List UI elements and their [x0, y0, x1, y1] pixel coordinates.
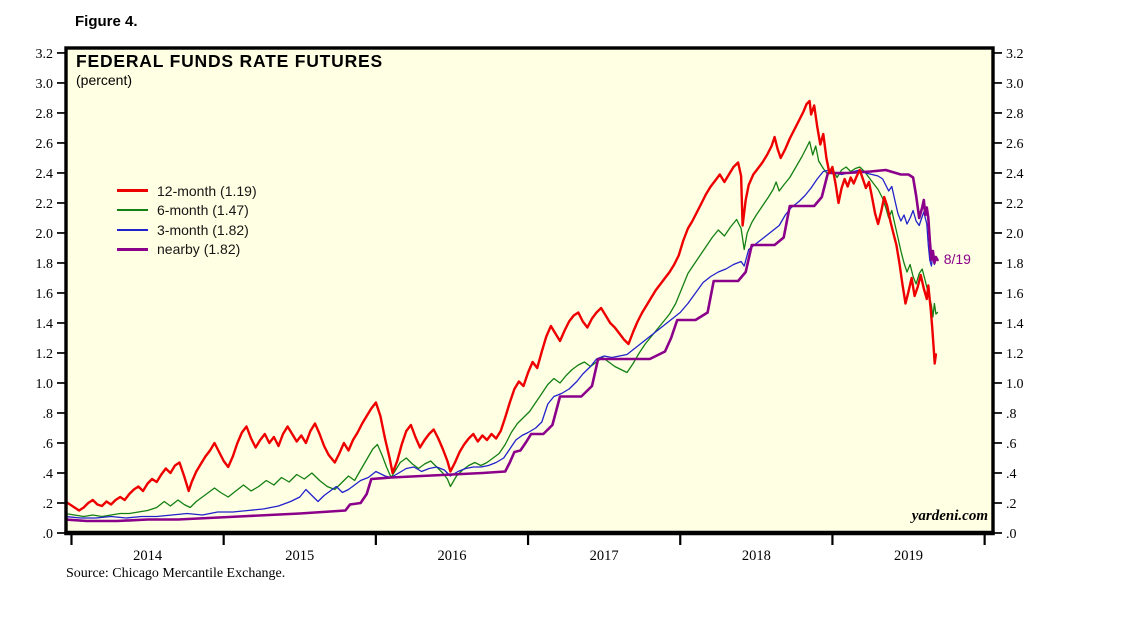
y-tick-label-right: .0 — [1006, 527, 1017, 542]
y-tick-label-left: 2.2 — [36, 197, 54, 212]
legend-label: nearby (1.82) — [157, 241, 241, 258]
y-tick-label-left: 1.4 — [36, 317, 54, 332]
y-tick-label-left: 1.2 — [36, 347, 54, 362]
legend-swatch-3-month — [117, 228, 148, 231]
y-tick-label-left: .2 — [43, 497, 54, 512]
y-tick-label-left: 2.6 — [36, 137, 54, 152]
x-tick-label: 2017 — [590, 548, 619, 564]
legend-swatch-12-month — [117, 189, 148, 193]
legend-item-6-month: 6-month (1.47) — [117, 201, 257, 221]
y-tick-label-right: 3.0 — [1006, 77, 1024, 92]
y-tick-label-left: 1.8 — [36, 257, 54, 272]
y-tick-label-left: 1.6 — [36, 287, 54, 302]
series-line-nearby — [66, 168, 939, 523]
legend-item-3-month: 3-month (1.82) — [117, 220, 257, 240]
y-tick-label-right: 1.0 — [1006, 377, 1024, 392]
y-tick-label-right: .2 — [1006, 497, 1017, 512]
legend-label: 6-month (1.47) — [157, 202, 249, 219]
y-tick-label-right: .4 — [1006, 467, 1017, 482]
x-tick-label: 2019 — [894, 548, 923, 564]
y-tick-label-right: .8 — [1006, 407, 1017, 422]
chart-title: FEDERAL FUNDS RATE FUTURES — [76, 51, 383, 71]
legend-label: 3-month (1.82) — [157, 221, 249, 238]
chart-subtitle: (percent) — [76, 72, 133, 88]
x-tick-label: 2014 — [133, 548, 163, 564]
y-tick-label-left: .6 — [43, 437, 54, 452]
source-note: Source: Chicago Mercantile Exchange. — [66, 566, 286, 581]
y-tick-label-right: 1.6 — [1006, 287, 1024, 302]
legend-item-nearby: nearby (1.82) — [117, 240, 257, 260]
y-tick-label-right: 1.8 — [1006, 257, 1024, 272]
x-tick-label: 2015 — [285, 548, 314, 564]
legend-swatch-6-month — [117, 209, 148, 212]
chart-legend: 12-month (1.19) 6-month (1.47) 3-month (… — [117, 181, 257, 259]
y-tick-label-right: 1.2 — [1006, 347, 1024, 362]
y-tick-label-left: 2.0 — [36, 227, 54, 242]
watermark-yardeni: yardeni.com — [911, 508, 988, 524]
y-tick-label-right: 3.2 — [1006, 47, 1024, 62]
legend-item-12-month: 12-month (1.19) — [117, 181, 257, 201]
y-tick-label-left: .8 — [43, 407, 54, 422]
series-line-3-month — [66, 169, 939, 519]
figure-label: Figure 4. — [75, 13, 138, 30]
y-tick-label-left: 3.2 — [36, 47, 54, 62]
y-tick-label-right: 2.8 — [1006, 107, 1024, 122]
y-tick-label-right: 2.2 — [1006, 197, 1024, 212]
y-tick-label-left: .4 — [43, 467, 54, 482]
y-tick-label-right: .6 — [1006, 437, 1017, 452]
series-line-12-month — [66, 99, 938, 512]
plot-area — [66, 48, 993, 533]
y-tick-label-left: .0 — [43, 527, 54, 542]
x-tick-label: 2016 — [437, 548, 466, 564]
y-tick-label-right: 2.0 — [1006, 227, 1024, 242]
legend-swatch-nearby — [117, 247, 148, 251]
y-tick-label-right: 1.4 — [1006, 317, 1024, 332]
y-tick-label-right: 2.6 — [1006, 137, 1024, 152]
y-tick-label-left: 2.8 — [36, 107, 54, 122]
y-tick-label-left: 1.0 — [36, 377, 54, 392]
legend-label: 12-month (1.19) — [157, 182, 257, 199]
x-tick-label: 2018 — [742, 548, 771, 564]
y-tick-label-left: 2.4 — [36, 167, 54, 182]
series-line-6-month — [66, 140, 939, 518]
last-date-annotation: 8/19 — [943, 250, 971, 267]
y-tick-label-right: 2.4 — [1006, 167, 1024, 182]
y-tick-label-left: 3.0 — [36, 77, 54, 92]
